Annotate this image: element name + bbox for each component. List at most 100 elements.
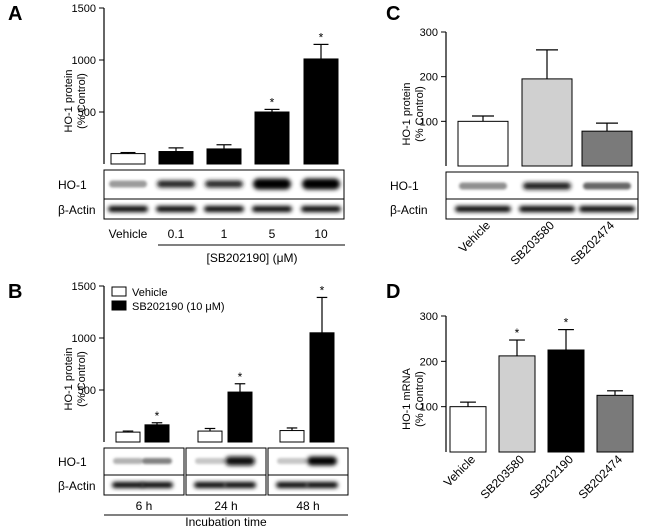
panel-b: 500 1000 1500 HO-1 protein(% Control) * * * Veh… — [58, 281, 349, 529]
panel-label-a: A — [8, 3, 22, 25]
y-tick-label: 100 — [420, 402, 438, 414]
y-axis-title: HO-1 protein(% Control) — [401, 83, 426, 146]
blot-band — [204, 206, 244, 212]
bar-Vehicle — [449, 406, 487, 453]
y-tick-label: 1500 — [72, 281, 96, 293]
significance-star: * — [270, 95, 275, 109]
x-axis-title: Incubation time — [185, 515, 267, 529]
x-tick-label: 6 h — [136, 499, 153, 513]
blot-label: HO-1 — [390, 179, 419, 193]
x-tick-label: 0.1 — [168, 227, 185, 241]
x-tick-label: SB202190 — [527, 452, 577, 502]
blot-band — [142, 458, 172, 464]
panel-label-c: C — [386, 3, 400, 25]
blot-band — [579, 206, 635, 212]
blot-band — [205, 180, 243, 188]
bar-sb202190-6h — [144, 424, 170, 443]
x-tick-label: 1 — [221, 227, 228, 241]
bar-SB203580 — [498, 355, 536, 453]
bar-vehicle-24h — [197, 430, 223, 443]
blot-label: HO-1 — [58, 455, 87, 469]
blot-band — [523, 182, 571, 190]
y-axis-title-line: HO-1 protein — [401, 83, 413, 146]
blot-band — [519, 206, 575, 212]
blot-band — [302, 178, 340, 190]
bar-vehicle-6h — [115, 431, 141, 443]
y-axis-title-line: HO-1 protein — [63, 70, 75, 133]
significance-star: * — [320, 283, 325, 297]
blot-band — [455, 206, 511, 212]
x-tick-label: 5 — [269, 227, 276, 241]
bar-sb202190-24h — [227, 391, 253, 443]
y-tick-label: 500 — [78, 385, 96, 397]
blot-band — [301, 206, 341, 212]
y-axis-title-line: (% Control) — [76, 351, 88, 407]
legend-label-vehicle: Vehicle — [132, 287, 167, 299]
y-axis-title: HO-1 protein(% Control) — [63, 70, 88, 133]
x-tick-label: 10 — [314, 227, 328, 241]
blot-band — [277, 458, 307, 464]
blot-band — [112, 482, 144, 488]
y-tick-label: 1500 — [72, 3, 96, 15]
blot-band — [276, 482, 308, 488]
bar-SB202190 — [547, 349, 585, 453]
y-axis-title: HO-1 protein(% Control) — [63, 348, 88, 411]
blot-band — [157, 180, 195, 188]
x-tick-label: Vehicle — [109, 227, 148, 241]
x-tick-label: SB202474 — [576, 452, 626, 502]
y-axis-title-line: (% Control) — [76, 73, 88, 129]
bar-Vehicle — [457, 120, 509, 167]
blot-band — [224, 482, 256, 488]
bar-SB202474 — [581, 130, 633, 167]
blot-band — [225, 456, 255, 466]
panel-a: 500 1000 1500 HO-1 protein(% Control) * * HO-1… — [58, 3, 345, 265]
legend-label-sb202190: SB202190 (10 μM) — [132, 301, 225, 313]
legend-swatch-vehicle — [111, 286, 127, 297]
panel-c: 100 200 300 HO-1 protein(% Control) HO-1 β-Ac… — [390, 27, 639, 268]
x-tick-label: SB203580 — [508, 218, 558, 268]
y-tick-label: 100 — [420, 116, 438, 128]
y-tick-label: 300 — [420, 27, 438, 39]
x-axis-title: [SB202190] (μM) — [207, 251, 298, 265]
y-axis-title: HO-1 mRNA(% Control) — [401, 367, 426, 429]
blot-label: HO-1 — [58, 178, 87, 192]
x-tick-label: 24 h — [214, 499, 237, 513]
bar-5 — [254, 111, 290, 165]
blot-band — [459, 182, 507, 190]
blot-band — [113, 458, 143, 464]
panel-label-d: D — [386, 281, 400, 303]
blot-band — [141, 482, 173, 488]
blot-band — [252, 206, 292, 212]
blot-band — [194, 482, 226, 488]
x-tick-label: Vehicle — [456, 218, 493, 255]
bar-0.1 — [158, 151, 194, 165]
y-axis-title-line: (% Control) — [414, 371, 426, 427]
x-tick-label: SB202474 — [568, 218, 618, 268]
significance-star: * — [238, 370, 243, 384]
y-tick-label: 200 — [420, 72, 438, 84]
bar-1 — [206, 148, 242, 165]
blot-band — [109, 180, 147, 188]
panel-label-b: B — [8, 281, 22, 303]
y-tick-label: 200 — [420, 356, 438, 368]
blot-label: β-Actin — [390, 203, 428, 217]
blot-band — [306, 482, 338, 488]
bar-sb202190-48h — [309, 332, 335, 443]
y-tick-label: 1000 — [72, 333, 96, 345]
blot-band — [583, 182, 631, 190]
blot-band — [307, 456, 337, 466]
y-axis-title-line: (% Control) — [414, 86, 426, 142]
significance-star: * — [564, 316, 569, 330]
bar-vehicle-48h — [279, 430, 305, 443]
y-tick-label: 1000 — [72, 55, 96, 67]
blot-band — [108, 206, 148, 212]
blot-band — [253, 178, 291, 190]
bar-Vehicle — [110, 153, 146, 165]
bar-10 — [303, 58, 339, 165]
y-axis-title-line: HO-1 protein — [63, 348, 75, 411]
y-axis-title-line: HO-1 mRNA — [401, 367, 413, 429]
blot-label: β-Actin — [58, 479, 96, 493]
legend-swatch-sb202190 — [111, 300, 127, 311]
